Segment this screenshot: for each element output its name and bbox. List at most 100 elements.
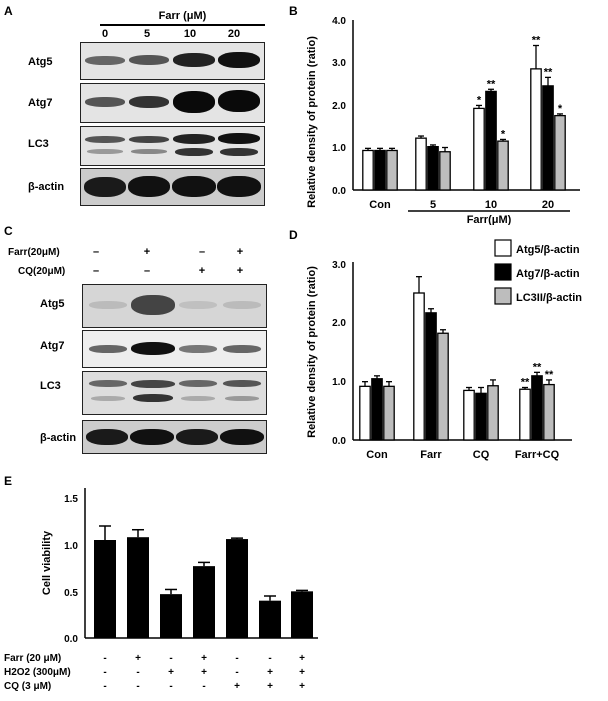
panel-b-ytick: 1.0 [332,143,346,154]
panel-e-bar [291,591,313,638]
panel-c-letter: C [4,224,13,238]
panel-d-ytick: 1.0 [332,377,346,388]
panel-d-xtick: Con [366,449,388,461]
panel-e-condition-sign: - [202,681,205,692]
panel-e-condition-sign: + [201,653,207,664]
panel-e-ylabel: Cell viability [41,530,53,595]
panel-a-dose: 10 [183,28,197,40]
legend-swatch-atg5 [494,239,512,257]
blot-c-atg7 [82,330,267,368]
panel-e-condition-sign: + [267,681,273,692]
panel-b-chart: Relative density of protein (ratio) 0.0 … [306,16,580,225]
panel-b-significance: ** [532,35,541,47]
panel-e-ytick: 1.5 [64,494,78,505]
panel-d-bar [463,389,475,441]
panel-e-condition-label: CQ (3 μM) [4,681,51,692]
panel-e-bar [226,539,248,638]
panel-b-ylabel: Relative density of protein (ratio) [306,36,318,208]
panel-b-significance: ** [487,78,496,90]
panel-c-cq-sign: – [143,265,151,277]
blot-c-beta-actin [82,420,267,454]
panel-e-condition-label: Farr (20 μM) [4,653,61,664]
panel-b-bar [473,107,485,191]
blot-a-beta-actin [80,168,265,206]
panel-a-row-label: Atg5 [28,56,53,68]
panel-c-cq-label: CQ(20μM) [18,266,66,277]
panel-e-condition-sign: - [103,653,106,664]
panel-c-cq-sign: – [92,265,100,277]
blot-a-lc3 [80,126,265,166]
panel-d-ytick: 0.0 [332,436,346,447]
panel-c-farr-label: Farr(20μM) [8,247,60,258]
panel-e-condition-sign: - [136,681,139,692]
panel-d-bar [487,385,499,441]
panel-c-row-label: Atg5 [40,298,65,310]
panel-a-treatment-label: Farr (μM) [158,10,207,22]
panel-b-bar [530,68,542,191]
panel-e-condition-sign: - [169,653,172,664]
blot-a-atg7 [80,83,265,123]
panel-c-cq-sign: + [198,265,206,277]
panel-e-condition-sign: - [169,681,172,692]
panel-d-bar [519,388,531,441]
legend-label-atg5: Atg5/β-actin [516,244,580,256]
panel-a-row-label: Atg7 [28,97,53,109]
blot-c-lc3 [82,371,267,415]
blot-c-atg5 [82,284,267,328]
panel-e-condition-sign: + [299,653,305,664]
panel-b-ytick: 0.0 [332,186,346,197]
panel-d-bar [475,392,487,441]
panel-e-condition-sign: - [235,653,238,664]
panel-d-xtick: Farr+CQ [515,449,560,461]
panel-d-significance: ** [545,369,554,381]
panel-b-letter: B [289,4,298,18]
panel-b-group-label: Farr(μM) [467,214,512,225]
panel-e-bar [160,594,182,638]
panel-d-bar [383,385,395,441]
panel-d-significance: ** [521,377,530,389]
panel-e-ytick: 1.0 [64,541,78,552]
panel-c-farr-sign: – [92,246,100,258]
panel-b-significance: * [501,128,506,140]
panel-e-condition-sign: + [201,667,207,678]
panel-e-condition-sign: + [168,667,174,678]
panel-b-bar [362,149,374,191]
panel-e-condition-sign: + [135,653,141,664]
panel-b-ytick: 2.0 [332,101,346,112]
panel-e-condition-sign: + [299,667,305,678]
panel-b-significance: ** [544,66,553,78]
panel-e-bar [127,537,149,638]
panel-d-bar [531,375,543,441]
panel-e-condition-sign: + [234,681,240,692]
panel-b-xtick: 10 [485,199,497,211]
panel-b-xtick: 20 [542,199,554,211]
legend-label-lc3: LC3II/β-actin [516,292,582,304]
panel-d-significance: ** [533,361,542,373]
panel-e-condition-sign: + [267,667,273,678]
panel-b-bar [386,149,398,191]
panel-c-farr-sign: + [143,246,151,258]
legend-swatch-lc3 [494,287,512,305]
panel-d-ytick: 2.0 [332,318,346,329]
panel-e-condition-sign: - [268,653,271,664]
panel-b-xtick: 5 [430,199,436,211]
panel-d-ytick: 3.0 [332,260,346,271]
panel-a-row-label: LC3 [28,138,49,150]
panel-e-ytick: 0.5 [64,588,78,599]
panel-c-row-label: β-actin [40,432,77,444]
panel-e-condition-sign: - [235,667,238,678]
panel-b-bar [439,151,451,191]
panel-d-chart: Relative density of protein (ratio) 0.0 … [306,239,582,461]
panel-e-condition-sign: - [136,667,139,678]
panel-e-condition-label: H2O2 (300μM) [4,667,71,678]
panel-d-ylabel: Relative density of protein (ratio) [306,266,318,438]
panel-e-bar [94,540,116,638]
panel-b-ytick: 4.0 [332,16,346,27]
panel-b-ytick: 3.0 [332,58,346,69]
panel-c-farr-sign: – [198,246,206,258]
panel-b-bar [485,90,497,191]
panel-e-chart: Cell viability 0.0 0.5 1.0 1.5 Farr (20 … [4,488,318,692]
panel-e-condition-sign: - [103,681,106,692]
panel-d-xtick: CQ [473,449,490,461]
panel-e-condition-sign: - [103,667,106,678]
